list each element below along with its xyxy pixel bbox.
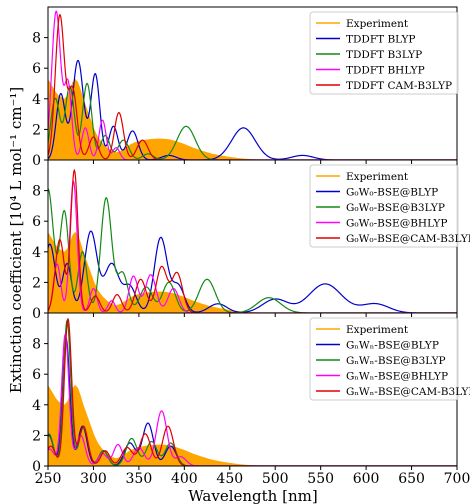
x-tick-label: 500 — [262, 471, 289, 487]
y-tick-label: 8 — [32, 337, 41, 353]
x-axis-label: Wavelength [nm] — [188, 487, 317, 504]
series-line-cam-b3lyp-panel-2 — [48, 168, 457, 313]
y-tick-label: 0 — [32, 306, 41, 322]
x-tick-label: 350 — [126, 471, 153, 487]
legend-entry: GₙWₙ-BSE@B3LYP — [346, 355, 446, 367]
legend-panel-1: Experiment TDDFT BLYP TDDFT B3LYP TDDFT BHL… — [309, 11, 459, 95]
legend-panel-2: Experiment G₀W₀-BSE@BLYP G₀W₀-BSE@B3LYP G₀W… — [309, 164, 470, 248]
y-tick-label: 4 — [32, 92, 41, 108]
x-tick-label: 400 — [171, 471, 198, 487]
x-tick-label: 300 — [80, 471, 107, 487]
y-tick-label: 6 — [32, 61, 41, 77]
legend-entry: Experiment — [346, 171, 409, 183]
x-tick-label: 450 — [216, 471, 243, 487]
panel-2: 0 2 4 6 8 Experiment G₀W₀-BSE@BLYP G₀W₀-BSE@B3L… — [32, 159, 470, 322]
y-tick-label: 0 — [32, 153, 41, 169]
y-tick-label: 4 — [32, 245, 41, 261]
series-line-b3lyp-panel-1 — [48, 82, 457, 160]
y-tick-label: 2 — [32, 428, 41, 444]
series-line-bhlyp-panel-1 — [48, 10, 457, 160]
series-line-b3lyp-panel-3 — [48, 318, 457, 466]
x-tick-label: 250 — [35, 471, 62, 487]
legend-entry: Experiment — [346, 18, 409, 30]
legend-entry: GₙWₙ-BSE@BHLYP — [346, 371, 448, 383]
legend-entry: GₙWₙ-BSE@BLYP — [346, 340, 439, 352]
y-tick-label: 8 — [32, 31, 41, 47]
series-line-cam-b3lyp-panel-1 — [48, 13, 457, 160]
y-tick-label: 2 — [32, 275, 41, 291]
legend-entry: GₙWₙ-BSE@CAM-B3LYP — [346, 386, 470, 398]
series-line-b3lyp-panel-2 — [48, 188, 457, 313]
y-axis-label: Extinction coefficient [10⁴ L mol⁻¹ cm⁻¹… — [7, 87, 25, 393]
x-tick-label: 600 — [353, 471, 380, 487]
y-tick-label: 8 — [32, 184, 41, 200]
legend-entry: TDDFT BHLYP — [346, 65, 425, 77]
panel-1: 0 2 4 6 8 Experiment TDDFT BLYP TDDFT B3LYP TDDF… — [32, 6, 459, 169]
legend-entry: Experiment — [346, 324, 409, 336]
experiment-area-panel-1 — [48, 78, 457, 160]
legend-entry: G₀W₀-BSE@BHLYP — [346, 218, 447, 230]
legend-panel-3: Experiment GₙWₙ-BSE@BLYP GₙWₙ-BSE@B3LYP GₙW… — [309, 317, 470, 401]
legend-entry: TDDFT B3LYP — [346, 49, 422, 61]
legend-entry: G₀W₀-BSE@B3LYP — [346, 202, 445, 214]
legend-entry: G₀W₀-BSE@CAM-B3LYP — [346, 233, 470, 245]
x-tick-label: 550 — [307, 471, 334, 487]
y-tick-label: 6 — [32, 214, 41, 230]
legend-entry: TDDFT CAM-B3LYP — [346, 80, 452, 92]
series-line-bhlyp-panel-2 — [48, 179, 457, 313]
legend-entry: G₀W₀-BSE@BLYP — [346, 187, 438, 199]
y-tick-label: 0 — [32, 459, 41, 475]
panel-3: 0 2 4 6 8 Experiment GₙWₙ-BSE@BLYP GₙWₙ-BSE@B3L… — [32, 312, 470, 475]
series-line-blyp-panel-1 — [48, 59, 457, 160]
legend-entry: TDDFT BLYP — [346, 34, 415, 46]
x-tick-label: 650 — [398, 471, 425, 487]
y-tick-label: 6 — [32, 367, 41, 383]
y-tick-label: 2 — [32, 122, 41, 138]
x-tick-label: 700 — [444, 471, 470, 487]
series-line-bhlyp-panel-3 — [48, 332, 457, 466]
series-line-cam-b3lyp-panel-3 — [48, 317, 457, 466]
y-tick-label: 4 — [32, 398, 41, 414]
